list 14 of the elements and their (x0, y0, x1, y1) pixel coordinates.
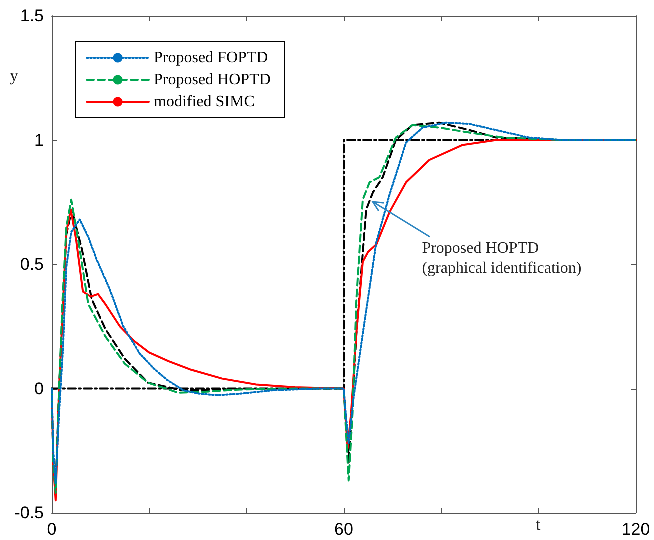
legend-label: Proposed HOPTD (154, 72, 271, 88)
y-tick-label: 0 (34, 379, 44, 398)
y-tick-label: -0.5 (14, 504, 44, 522)
y-axis-title: y (10, 66, 18, 86)
y-tick-label: 1.5 (20, 6, 44, 26)
legend-label: Proposed FOPTD (154, 50, 268, 66)
x-tick-label: 60 (334, 520, 354, 539)
y-tick-label: 1 (34, 130, 44, 150)
x-tick-label: 0 (47, 520, 57, 539)
y-tick-label: 0.5 (20, 255, 44, 274)
annotation: Proposed HOPTD (graphical identification) (422, 239, 582, 280)
x-axis-title: t (536, 515, 541, 535)
legend-label: modified SIMC (154, 94, 255, 110)
x-tick-label: 120 (622, 520, 650, 539)
